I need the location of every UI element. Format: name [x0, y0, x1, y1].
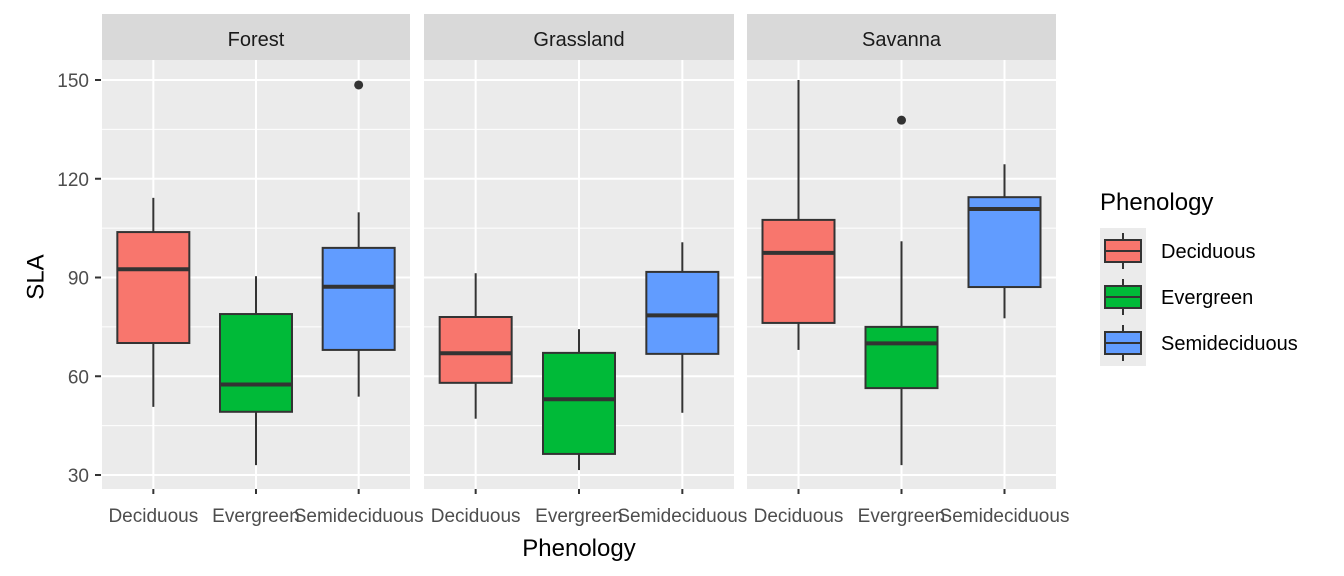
- box-iqr: [864, 325, 939, 390]
- y-tick-label: 60: [68, 367, 89, 388]
- outlier-point: [354, 80, 364, 90]
- box-evergreen: [864, 115, 939, 466]
- box-iqr: [967, 196, 1042, 289]
- facet-strip: [424, 14, 734, 60]
- x-tick-label: Deciduous: [431, 506, 521, 527]
- outlier-point: [897, 115, 906, 125]
- box-iqr: [219, 313, 293, 413]
- facet-strip-label: Forest: [228, 29, 285, 51]
- legend-label: Deciduous: [1161, 241, 1256, 263]
- y-tick-label: 90: [68, 269, 89, 290]
- legend-title: Phenology: [1100, 189, 1213, 216]
- box-evergreen: [219, 276, 293, 466]
- legend-entry-semideciduous: Semideciduous: [1104, 325, 1298, 361]
- y-tick-label: 150: [57, 71, 89, 92]
- box-iqr: [542, 351, 616, 455]
- box-iqr: [321, 246, 396, 351]
- box-semideciduous: [645, 242, 720, 413]
- box-deciduous: [116, 197, 191, 407]
- x-tick-label: Semideciduous: [940, 506, 1070, 527]
- box-deciduous: [761, 80, 836, 350]
- facet-strip: [102, 14, 410, 60]
- legend-entry-deciduous: Deciduous: [1104, 233, 1256, 269]
- facet-strip-label: Grassland: [533, 29, 624, 51]
- legend-label: Semideciduous: [1161, 333, 1298, 355]
- box-evergreen: [542, 329, 616, 471]
- box-iqr: [116, 231, 191, 345]
- x-tick-label: Semideciduous: [617, 506, 747, 527]
- x-tick-label: Evergreen: [858, 506, 946, 527]
- y-tick-label: 30: [68, 466, 89, 487]
- legend-label: Evergreen: [1161, 287, 1253, 309]
- y-tick-label: 120: [57, 170, 89, 191]
- box-semideciduous: [967, 164, 1042, 319]
- box-iqr: [438, 316, 513, 384]
- y-axis: 30 60 90 120 150: [57, 71, 101, 487]
- facet-strip: [747, 14, 1056, 60]
- legend: Phenology Deciduous Evergreen Semideciduou…: [1100, 189, 1298, 366]
- x-tick-label: Semideciduous: [294, 506, 424, 527]
- box-iqr: [761, 218, 836, 324]
- facet-strip-label: Savanna: [862, 29, 942, 51]
- x-tick-label: Evergreen: [212, 506, 300, 527]
- x-tick-label: Deciduous: [108, 506, 198, 527]
- box-deciduous: [438, 273, 513, 419]
- legend-entry-evergreen: Evergreen: [1104, 279, 1253, 315]
- x-tick-label: Evergreen: [535, 506, 623, 527]
- x-tick-label: Deciduous: [754, 506, 844, 527]
- box-iqr: [645, 270, 720, 355]
- box-semideciduous: [321, 80, 396, 397]
- y-axis-title: SLA: [22, 254, 49, 299]
- x-axis-title: Phenology: [522, 535, 635, 562]
